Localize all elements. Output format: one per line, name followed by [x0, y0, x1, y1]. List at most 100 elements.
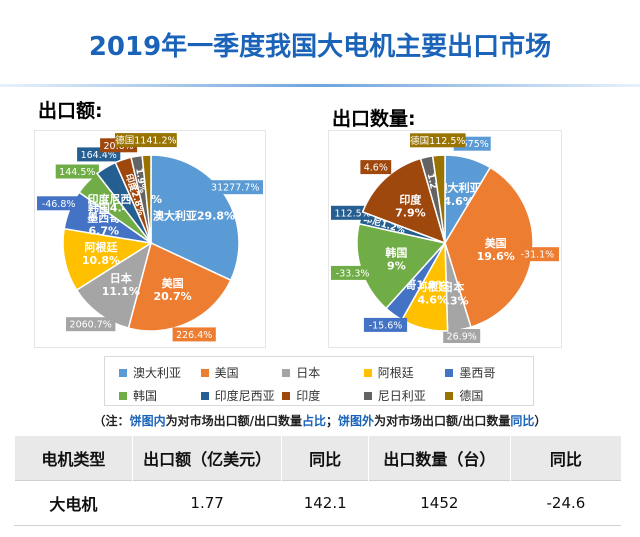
chart-title-export-value: 出口额: [38, 100, 103, 122]
pie-slice [361, 157, 447, 245]
table-cell: 1452 [367, 480, 511, 526]
legend-item: 日本 [282, 364, 364, 381]
legend-item: 墨西哥 [445, 364, 527, 381]
table-header: 同比 [281, 436, 369, 481]
legend-item: 印度 [282, 387, 364, 404]
pie-inner-label: 澳大利亚 4.6% [437, 181, 481, 208]
pie-inner-label: 日本 11.1% [102, 271, 140, 298]
pie-outer-label-box [363, 317, 408, 332]
note-sep: ； [325, 414, 338, 428]
pie-slice [127, 241, 232, 332]
note-text-2: 为对市场出口额/出口数量 [374, 414, 511, 428]
legend-label: 韩国 [133, 389, 158, 403]
legend-swatch [445, 368, 454, 377]
pie-chart-export-quantity: 澳大利亚 4.6%1575%美国 19.6% -31.1%日本 2.3%26.9%阿根廷… [331, 133, 559, 343]
legend-swatch [363, 391, 372, 400]
pie-inner-label: 阿根廷 4.6% [416, 279, 450, 306]
legend-label: 澳大利亚 [133, 366, 182, 380]
pie-outer-label: 144.5% [59, 167, 95, 178]
legend-item: 德国 [445, 387, 527, 404]
pie-inner-label: 阿根廷 10.8% [82, 240, 120, 267]
pie-slice [62, 227, 154, 292]
pie-inner-label: 印度 7.9% [395, 192, 426, 219]
pie-outer-label-box [172, 327, 216, 342]
note-text-1: 为对市场出口额/出口数量 [165, 414, 302, 428]
legend-swatch [119, 368, 127, 377]
pie-outer-label: 4.6% [364, 163, 388, 174]
pie-inner-label: 澳大利亚29.8% [153, 208, 235, 222]
legend-swatch [445, 391, 454, 400]
pie-outer-label: 31277.7% [211, 183, 259, 194]
pie-outer-label: 德国112.5% [410, 135, 465, 147]
pie-outer-label-box [443, 329, 481, 343]
pie-outer-label: 2060.7% [70, 320, 112, 331]
title-divider [0, 84, 640, 87]
table-header: 出口数量（台） [367, 436, 511, 481]
pie-outer-label-box [410, 133, 466, 148]
note-suffix: ） [534, 414, 547, 428]
pie-outer-label-box [115, 133, 177, 148]
legend-item: 美国 [200, 364, 283, 381]
legend-label: 德国 [459, 389, 484, 403]
pie-outer-label-box [66, 317, 116, 332]
pie-outer-label: 26.9% [447, 332, 477, 343]
pie-outer-label-box [360, 160, 392, 175]
legend-item: 阿根廷 [363, 364, 446, 381]
legend-label: 墨西哥 [459, 366, 496, 380]
pie-outer-label-box [55, 164, 99, 179]
table-cell: 大电机 [14, 480, 133, 526]
table-row: 大电机 1.77 142.1 1452 -24.6 [14, 480, 621, 526]
pie-outer-label: -46.8% [42, 199, 76, 210]
pie-outer-label: -33.3% [336, 268, 370, 279]
legend-swatch [282, 368, 291, 377]
pie-slice [431, 154, 446, 244]
pie-outer-label: 164.4% [81, 150, 117, 161]
note-prefix: （注： [93, 414, 130, 428]
table-cell: 1.77 [131, 480, 282, 526]
legend-item: 尼日利亚 [363, 387, 446, 404]
legend-swatch [119, 391, 127, 400]
page-title: 2019年一季度我国大电机主要出口市场 [88, 32, 552, 62]
legend-label: 日本 [296, 366, 321, 380]
pie-outer-label: -15.6% [369, 320, 403, 331]
pie-outer-label-box [37, 196, 81, 211]
pie-outer-label: 1575% [456, 139, 489, 150]
table-cell: 142.1 [281, 480, 369, 526]
pie-chart-export-value: 澳大利亚29.8% 31277.7% 美国 20.7% 226.4% 日本 11.1% 206… [37, 133, 263, 342]
table-header: 同比 [509, 436, 621, 481]
table-header: 电机类型 [14, 436, 133, 481]
pie-outer-label: -31.1% [521, 250, 555, 261]
legend-label: 印度尼西亚 [214, 389, 275, 403]
legend-swatch [282, 391, 291, 400]
note-outside-pie: 饼图外 [338, 414, 375, 428]
pie-outer-label: 112.5% [334, 208, 370, 219]
table-header-row: 电机类型 出口额（亿美元） 同比 出口数量（台） 同比 [14, 436, 621, 481]
pie-inner-label: 美国 19.6% [477, 236, 515, 263]
pie-outer-label: 德国1141.2% [115, 135, 176, 147]
pie-outer-label-box [515, 247, 559, 262]
chart-title-export-quantity: 出口数量: [332, 108, 416, 130]
pie-slice [75, 241, 153, 329]
table-cell: -24.6 [509, 480, 621, 526]
pie-chart-export-value-box: 澳大利亚29.8% 31277.7% 美国 20.7% 226.4% 日本 11.1% 206… [34, 130, 266, 348]
table-header: 出口额（亿美元） [131, 436, 282, 481]
chart-note: （注：饼图内为对市场出口额/出口数量占比；饼图外为对市场出口额/出口数量同比） [0, 412, 640, 429]
pie-inner-label: 美国 20.7% [154, 276, 192, 303]
pie-outer-label-box [331, 265, 375, 280]
pie-outer-label-box [207, 180, 263, 195]
pie-slice [141, 154, 152, 244]
legend-swatch [200, 368, 209, 377]
legend-item: 印度尼西亚 [200, 387, 283, 404]
summary-table: 电机类型 出口额（亿美元） 同比 出口数量（台） 同比 大电机 1.77 142… [14, 436, 621, 526]
legend-item: 澳大利亚 [119, 364, 201, 381]
legend-swatch [200, 391, 209, 400]
pie-outer-label: 226.4% [176, 330, 212, 341]
pie-inner-label: 1.2 [425, 172, 438, 190]
legend-label: 阿根廷 [377, 366, 414, 380]
note-share: 占比 [301, 414, 326, 428]
note-inside-pie: 饼图内 [129, 414, 166, 428]
legend-label: 印度 [296, 389, 321, 403]
legend-item: 韩国 [119, 387, 201, 404]
note-yoy: 同比 [510, 414, 535, 428]
chart-legend: 澳大利亚 美国 日本 阿根廷 墨西哥韩国 印度尼西亚 印度 尼日利亚 德国 [104, 356, 534, 406]
